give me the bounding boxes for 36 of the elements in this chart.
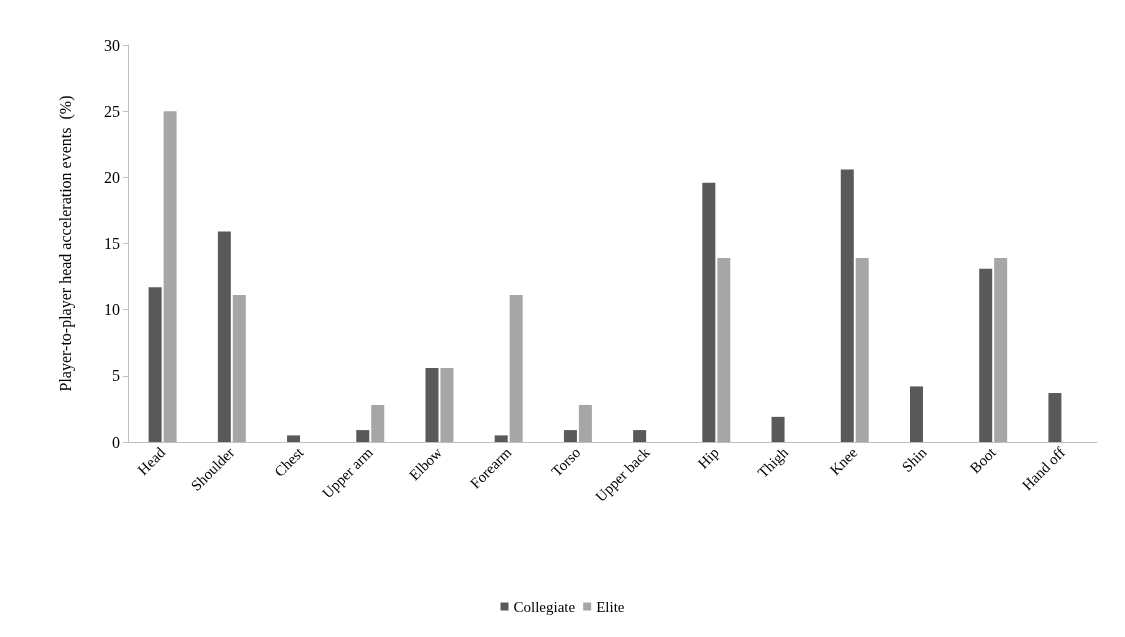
bar bbox=[148, 287, 162, 442]
bar bbox=[840, 169, 854, 442]
y-tick-label: 0 bbox=[112, 433, 120, 451]
x-tick-label: Boot bbox=[966, 443, 1000, 477]
bar bbox=[855, 258, 869, 442]
legend-label: Collegiate bbox=[513, 598, 576, 615]
bar bbox=[425, 367, 439, 442]
y-axis-title: Player-to-player head acceleration events (%) bbox=[56, 95, 75, 392]
y-tick-label: 30 bbox=[104, 36, 120, 54]
y-tick-label: 20 bbox=[104, 168, 120, 186]
bar bbox=[771, 416, 785, 442]
bar bbox=[717, 258, 731, 442]
legend-label: Elite bbox=[596, 598, 625, 615]
bar bbox=[440, 367, 454, 442]
x-tick-label: Hip bbox=[694, 444, 722, 472]
x-tick-label: Shin bbox=[898, 443, 930, 476]
bar bbox=[217, 231, 231, 442]
bar bbox=[371, 404, 385, 442]
bar bbox=[232, 295, 246, 442]
bar bbox=[163, 111, 177, 442]
bar bbox=[994, 258, 1008, 442]
y-tick-label: 15 bbox=[104, 235, 120, 252]
bar bbox=[356, 430, 370, 442]
bar bbox=[578, 404, 592, 442]
y-tick-label: 5 bbox=[112, 367, 120, 385]
bar bbox=[1048, 393, 1062, 442]
bar bbox=[633, 430, 647, 442]
y-tick-label: 10 bbox=[104, 301, 120, 319]
y-tick-label: 25 bbox=[104, 102, 120, 120]
bar bbox=[509, 295, 523, 442]
bar bbox=[563, 430, 577, 442]
bar bbox=[979, 268, 993, 442]
bar bbox=[287, 435, 301, 442]
bar bbox=[702, 182, 716, 442]
bar bbox=[494, 435, 508, 442]
bar bbox=[909, 386, 923, 442]
